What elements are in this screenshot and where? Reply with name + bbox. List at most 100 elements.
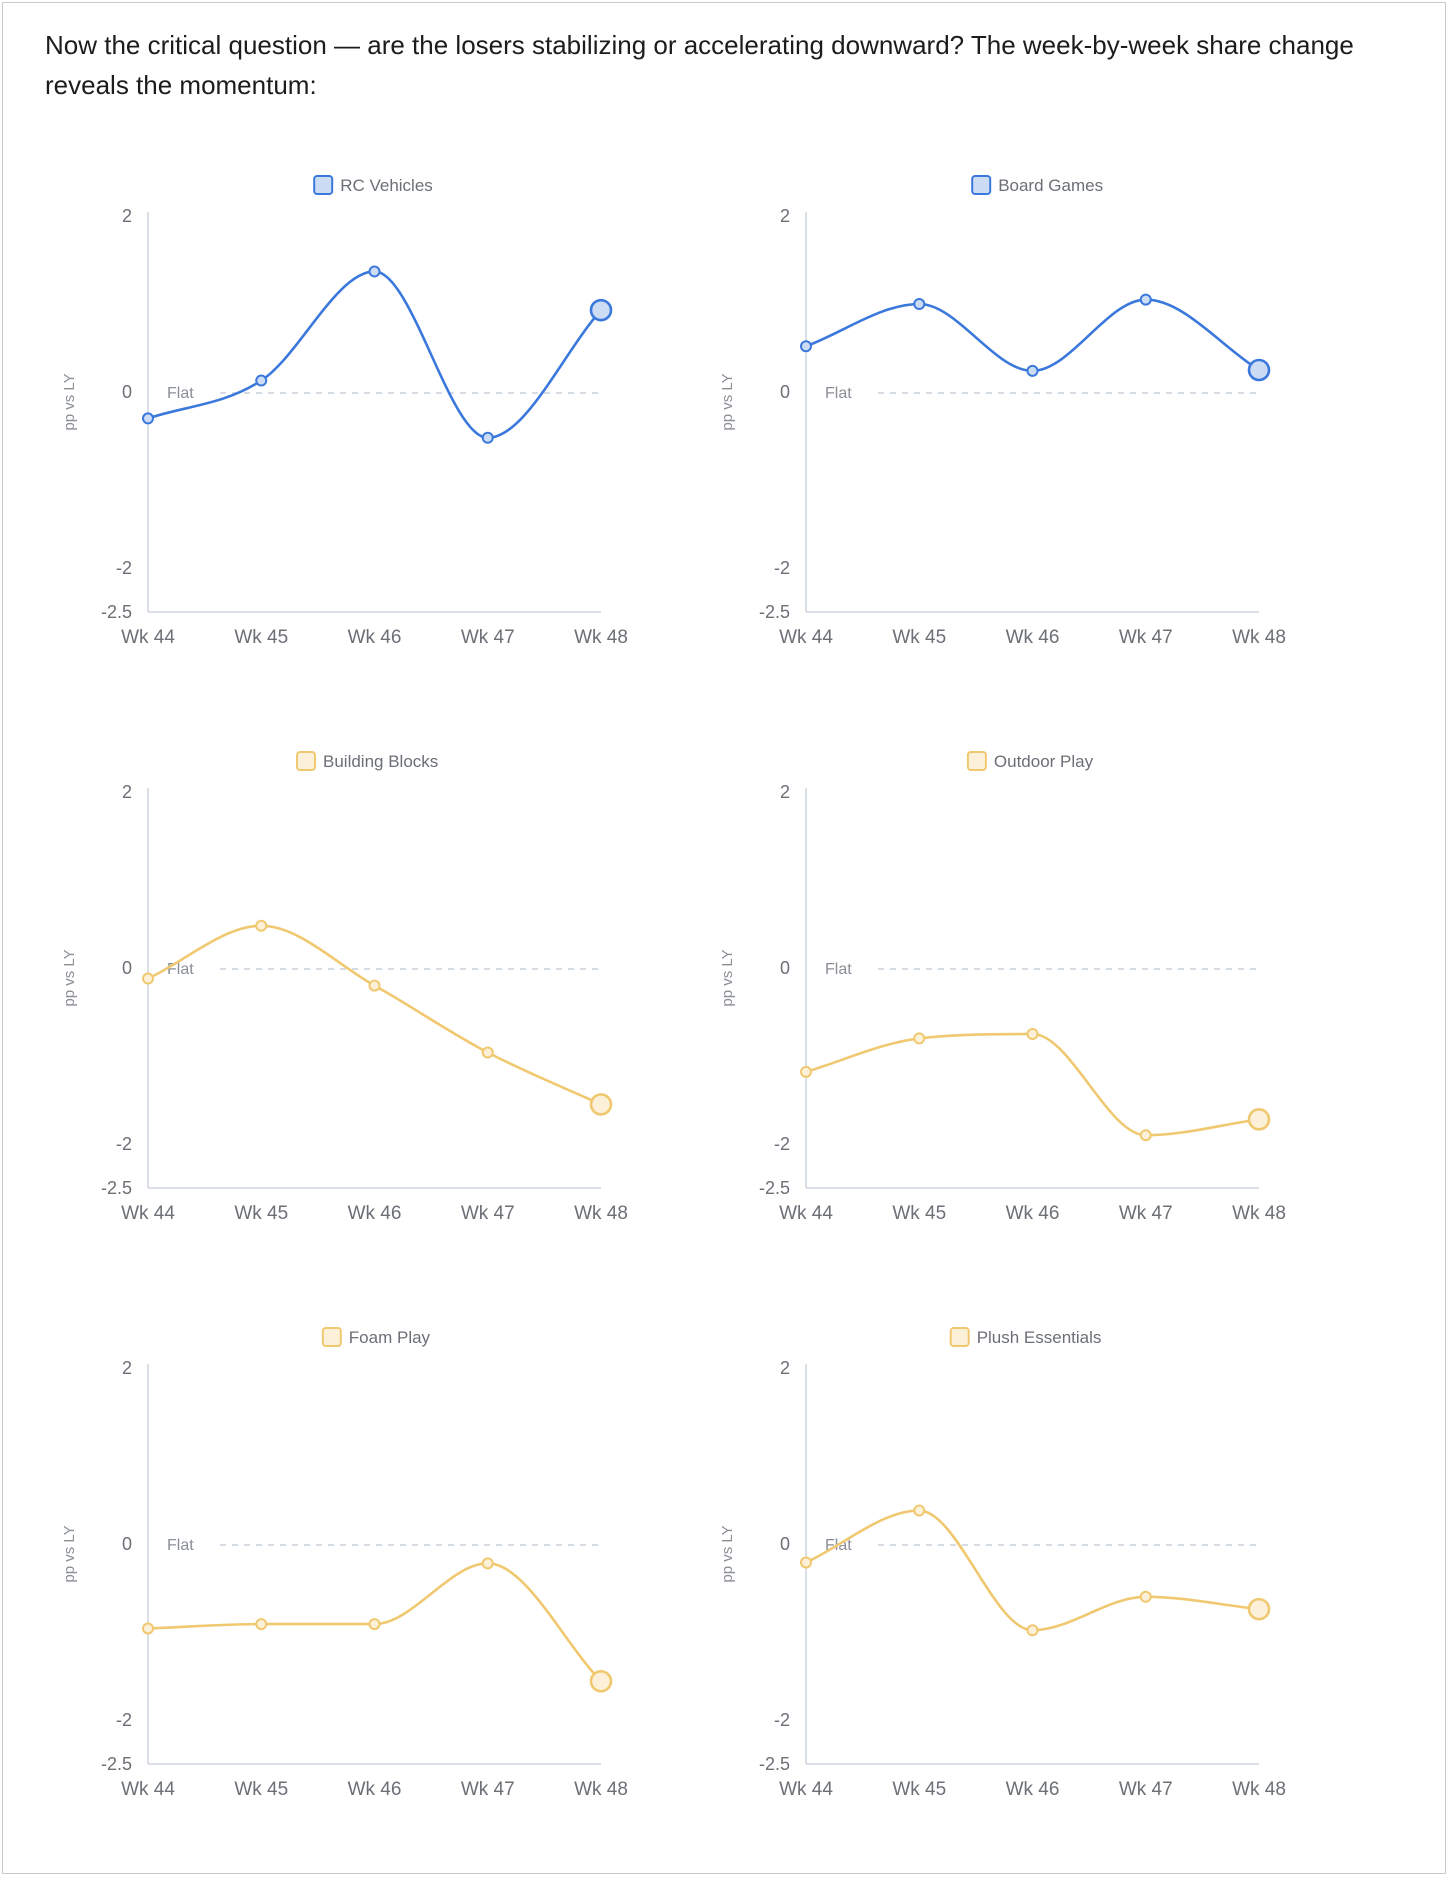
legend-swatch bbox=[971, 175, 992, 195]
y-tick-label: -2.5 bbox=[759, 602, 790, 622]
y-tick-label: -2 bbox=[774, 1134, 790, 1154]
chart-panel-foam-play: Foam Play 2 0 -2 -2.5 pp vs LY Flat Wk 44 Wk 45 W… bbox=[61, 1327, 628, 1800]
x-tick-label: Wk 45 bbox=[892, 1779, 946, 1800]
reference-label: Flat bbox=[825, 385, 852, 402]
data-point bbox=[1139, 293, 1152, 306]
reference-label-bg bbox=[162, 1532, 212, 1554]
y-tick-label: 0 bbox=[122, 1534, 132, 1554]
x-tick-label: Wk 46 bbox=[348, 1779, 402, 1800]
x-tick-label: Wk 46 bbox=[1006, 1203, 1060, 1224]
x-tick-label: Wk 46 bbox=[1006, 627, 1060, 648]
x-tick-label: Wk 44 bbox=[121, 627, 175, 648]
y-tick-label: 0 bbox=[122, 382, 132, 402]
series-line bbox=[804, 298, 1261, 373]
y-axis-label: pp vs LY bbox=[61, 1525, 78, 1582]
x-tick-label: Wk 48 bbox=[1232, 1203, 1286, 1224]
reference-label: Flat bbox=[167, 385, 194, 402]
x-tick-label: Wk 48 bbox=[1232, 627, 1286, 648]
series-line bbox=[146, 924, 603, 1106]
data-point bbox=[1026, 1028, 1039, 1040]
y-tick-label: -2 bbox=[774, 558, 790, 578]
reference-label: Flat bbox=[825, 961, 852, 978]
data-point bbox=[913, 298, 926, 310]
chart-panel-outdoor-play: Outdoor Play 2 0 -2 -2.5 pp vs LY Flat Wk 44 Wk … bbox=[719, 751, 1286, 1224]
y-tick-label: 2 bbox=[780, 1358, 790, 1378]
intro-paragraph: Now the critical question — are the lose… bbox=[45, 30, 1354, 100]
y-tick-label: -2 bbox=[774, 1710, 790, 1730]
y-axis-label: pp vs LY bbox=[719, 1525, 736, 1582]
series-line bbox=[146, 1562, 603, 1683]
data-point bbox=[255, 1618, 268, 1631]
y-tick-label: 2 bbox=[122, 782, 132, 802]
data-point bbox=[800, 1556, 812, 1569]
latest-point bbox=[589, 1669, 613, 1693]
x-tick-label: Wk 46 bbox=[348, 1203, 402, 1224]
y-tick-label: 2 bbox=[122, 206, 132, 226]
legend-swatch bbox=[313, 175, 334, 195]
data-point bbox=[800, 340, 812, 353]
data-point bbox=[800, 1065, 812, 1078]
y-tick-label: -2.5 bbox=[101, 1754, 132, 1774]
y-tick-label: -2 bbox=[116, 1710, 132, 1730]
series-line bbox=[804, 1509, 1261, 1632]
data-point bbox=[142, 412, 154, 425]
legend-label: Board Games bbox=[998, 176, 1103, 195]
reference-label-bg bbox=[820, 380, 870, 402]
data-point bbox=[368, 979, 381, 992]
y-tick-label: -2.5 bbox=[759, 1754, 790, 1774]
legend-swatch bbox=[321, 1327, 342, 1347]
x-tick-label: Wk 46 bbox=[348, 627, 402, 648]
x-tick-label: Wk 44 bbox=[779, 627, 833, 648]
series-line bbox=[804, 1032, 1261, 1137]
x-tick-label: Wk 46 bbox=[1006, 1779, 1060, 1800]
latest-point bbox=[1247, 1597, 1271, 1621]
x-tick-label: Wk 47 bbox=[1119, 1203, 1173, 1224]
reference-label-bg bbox=[162, 956, 212, 978]
y-tick-label: 0 bbox=[780, 382, 790, 402]
y-axis-label: pp vs LY bbox=[61, 949, 78, 1006]
y-tick-label: 0 bbox=[780, 1534, 790, 1554]
y-axis-label: pp vs LY bbox=[61, 373, 78, 430]
data-point bbox=[1026, 1624, 1039, 1637]
y-tick-label: -2 bbox=[116, 1134, 132, 1154]
latest-point bbox=[1247, 1108, 1271, 1131]
legend-label: Outdoor Play bbox=[994, 752, 1094, 771]
data-point bbox=[1139, 1590, 1152, 1603]
y-axis-label: pp vs LY bbox=[719, 373, 736, 430]
data-point bbox=[1139, 1129, 1152, 1142]
x-tick-label: Wk 45 bbox=[892, 627, 946, 648]
data-point bbox=[481, 431, 494, 444]
chart-panel-building-blocks: Building Blocks 2 0 -2 -2.5 pp vs LY Flat Wk 44… bbox=[61, 751, 628, 1224]
x-tick-label: Wk 47 bbox=[1119, 1779, 1173, 1800]
legend-label: RC Vehicles bbox=[340, 176, 433, 195]
data-point bbox=[255, 374, 268, 387]
x-tick-label: Wk 48 bbox=[574, 1779, 628, 1800]
y-tick-label: -2.5 bbox=[759, 1178, 790, 1198]
y-tick-label: 0 bbox=[122, 958, 132, 978]
x-tick-label: Wk 44 bbox=[779, 1203, 833, 1224]
data-point bbox=[481, 1046, 494, 1059]
data-point bbox=[255, 919, 268, 932]
legend-label: Plush Essentials bbox=[977, 1328, 1102, 1347]
legend-swatch bbox=[296, 751, 316, 771]
y-tick-label: 2 bbox=[780, 206, 790, 226]
x-tick-label: Wk 45 bbox=[234, 1203, 288, 1224]
x-tick-label: Wk 47 bbox=[461, 1779, 515, 1800]
data-point bbox=[481, 1557, 494, 1570]
data-point bbox=[368, 265, 381, 278]
x-tick-label: Wk 44 bbox=[121, 1779, 175, 1800]
data-point bbox=[913, 1504, 926, 1517]
reference-label: Flat bbox=[167, 1537, 194, 1554]
chart-panel-board-games: Board Games 2 0 -2 -2.5 pp vs LY Flat Wk 44 Wk 4… bbox=[719, 175, 1286, 648]
legend-swatch bbox=[966, 751, 987, 771]
latest-point bbox=[589, 1093, 613, 1116]
legend-label: Building Blocks bbox=[323, 752, 438, 771]
x-tick-label: Wk 47 bbox=[1119, 627, 1173, 648]
y-tick-label: 0 bbox=[780, 958, 790, 978]
x-tick-label: Wk 47 bbox=[461, 1203, 515, 1224]
x-tick-label: Wk 44 bbox=[779, 1779, 833, 1800]
y-tick-label: -2.5 bbox=[101, 1178, 132, 1198]
